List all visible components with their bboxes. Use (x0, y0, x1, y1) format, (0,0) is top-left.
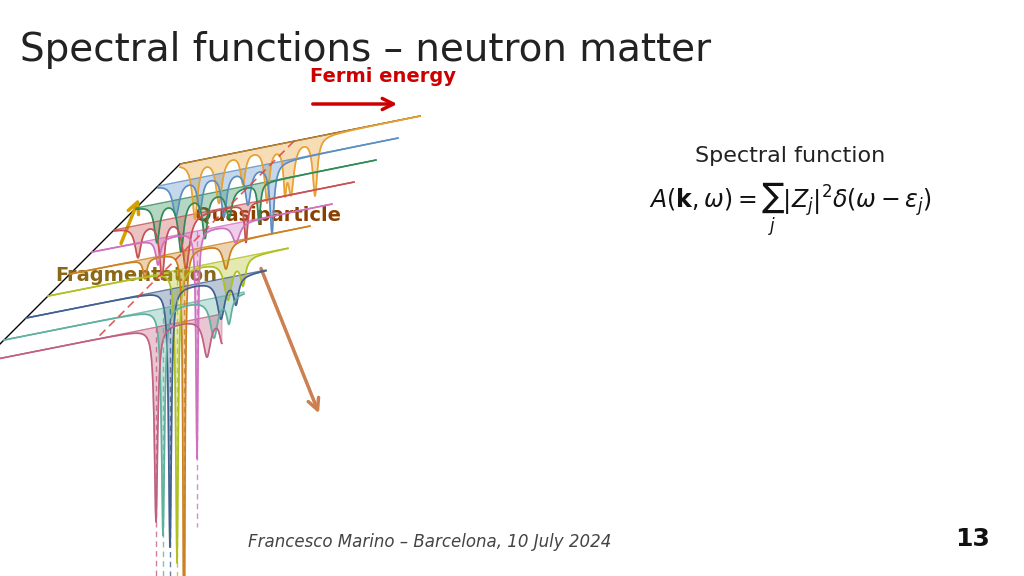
Polygon shape (26, 270, 266, 547)
Text: $A(\mathbf{k},\omega) = \sum_{j}\left|Z_j\right|^2\delta(\omega - \epsilon_j)$: $A(\mathbf{k},\omega) = \sum_{j}\left|Z_… (648, 181, 932, 239)
Text: Spectral functions – neutron matter: Spectral functions – neutron matter (20, 31, 711, 69)
Polygon shape (180, 116, 420, 219)
Polygon shape (48, 248, 288, 563)
Polygon shape (0, 314, 222, 522)
Text: Fragmentation: Fragmentation (55, 266, 217, 285)
Polygon shape (92, 204, 332, 459)
Text: Francesco Marino – Barcelona, 10 July 2024: Francesco Marino – Barcelona, 10 July 20… (248, 533, 611, 551)
Polygon shape (4, 292, 244, 536)
Text: Quasiparticle: Quasiparticle (195, 206, 341, 225)
Text: Fermi energy: Fermi energy (310, 66, 456, 85)
Polygon shape (136, 160, 376, 252)
Polygon shape (158, 138, 398, 233)
Text: Spectral function: Spectral function (695, 146, 885, 166)
Text: 13: 13 (955, 527, 990, 551)
Polygon shape (114, 182, 354, 279)
Polygon shape (70, 226, 310, 576)
